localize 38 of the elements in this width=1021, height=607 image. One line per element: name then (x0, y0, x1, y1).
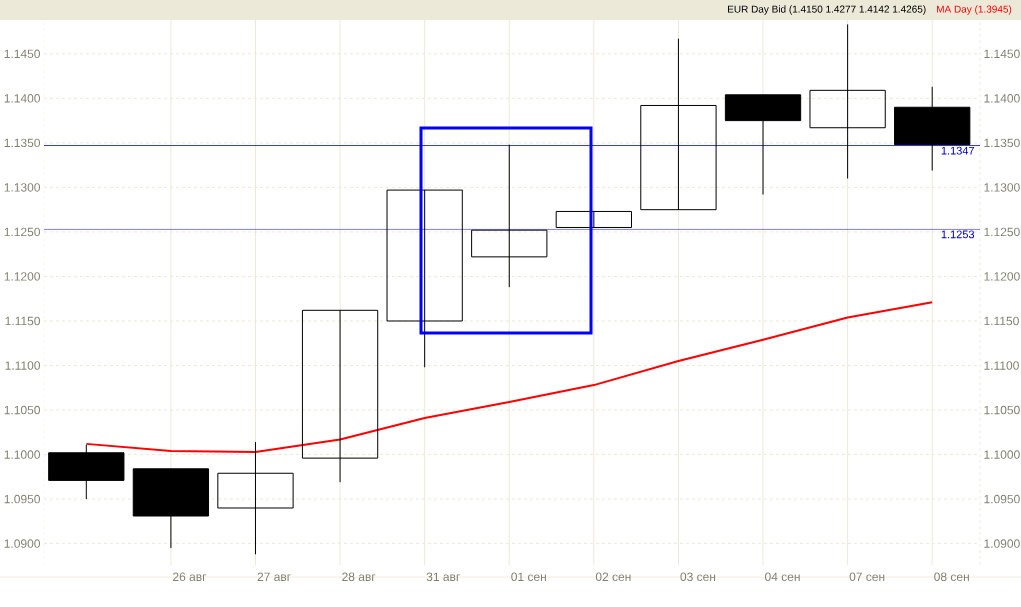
y-tick-label: 1.1450 (4, 49, 41, 59)
y2-tick-label: 1.1100 (984, 361, 1019, 370)
x-tick-label: 02 сен (595, 572, 631, 582)
y-tick-label: 1.1350 (4, 138, 41, 148)
y2-tick-label: 1.1400 (984, 94, 1020, 103)
y-tick-label: 1.1250 (4, 227, 41, 237)
y-tick-label: 1.1200 (4, 272, 41, 281)
y-tick-label: 1.1000 (4, 450, 41, 459)
x-tick-label: 04 сен (765, 572, 800, 582)
y-tick-label: 1.1050 (4, 405, 41, 415)
x-tick-label: 28 авг (342, 572, 376, 582)
x-tick-label: 03 сен (680, 572, 716, 582)
y2-tick-label: 1.1200 (984, 272, 1020, 281)
x-tick-label: 08 сен (934, 572, 969, 582)
y2-tick-label: 1.0950 (984, 494, 1020, 504)
ref-line-label: 1.1253 (941, 230, 975, 239)
y-tick-label: 1.1300 (4, 183, 41, 192)
x-tick-label: 26 авг (173, 572, 207, 582)
y-tick-label: 1.1400 (4, 94, 41, 103)
ref-line-label: 1.1347 (941, 146, 975, 155)
text: MA Day (1.3945) (937, 5, 1012, 15)
y2-tick-label: 1.1300 (984, 183, 1020, 192)
y2-tick-label: 1.1350 (984, 138, 1020, 148)
x-tick-label: 27 авг (257, 572, 291, 582)
x-tick-label: 07 сен (849, 572, 885, 582)
y2-tick-label: 1.0900 (984, 539, 1020, 548)
y-tick-label: 1.0900 (4, 539, 41, 548)
y2-tick-label: 1.1450 (984, 49, 1020, 59)
chart-title: EUR Day Bid (1.4150 1.4277 1.4142 1.4265) (728, 5, 926, 15)
y2-tick-label: 1.1250 (984, 227, 1020, 237)
y-tick-label: 1.1100 (5, 361, 41, 370)
x-tick-label: 31 авг (426, 572, 460, 582)
y2-tick-label: 1.1150 (984, 316, 1019, 326)
y2-tick-label: 1.1000 (984, 450, 1020, 459)
y-tick-label: 1.0950 (4, 494, 41, 504)
y2-tick-label: 1.1050 (984, 405, 1020, 415)
y-tick-label: 1.1150 (5, 316, 41, 326)
x-tick-label: 01 сен (511, 572, 546, 582)
